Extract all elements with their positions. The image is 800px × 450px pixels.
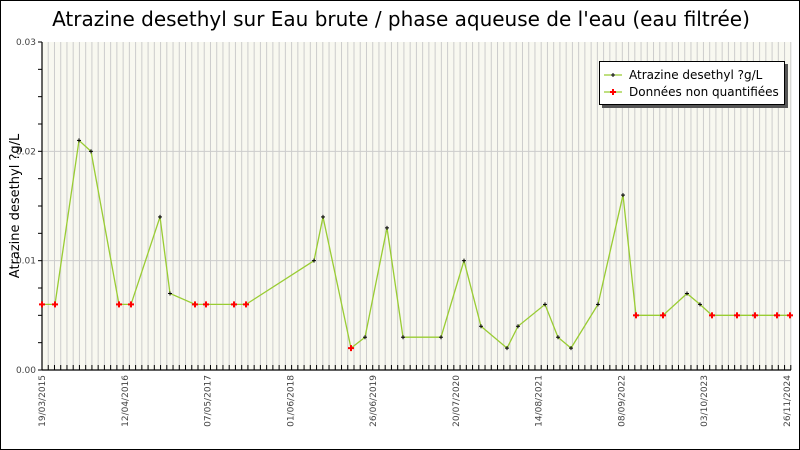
- horizontal-gridlines: [42, 150, 791, 262]
- x-tick-label: 26/11/2024: [783, 375, 793, 427]
- legend-line-marker-icon: [604, 68, 622, 82]
- x-tick-label: 01/06/2018: [286, 375, 296, 427]
- x-tick-label: 20/07/2020: [452, 375, 462, 427]
- x-tick-labels: 19/03/2015 12/04/2016 07/05/2017 01/06/2018…: [38, 375, 793, 427]
- legend-item-nonquant: Données non quantifiées: [604, 83, 779, 101]
- y-axis-label: Atrazine desethyl ?g/L: [8, 133, 23, 278]
- x-tick-label: 19/03/2015: [38, 375, 48, 427]
- legend-item-series: Atrazine desethyl ?g/L: [604, 66, 762, 84]
- legend: Atrazine desethyl ?g/L Données non quant…: [599, 61, 785, 105]
- legend-red-marker-icon: [604, 85, 622, 99]
- y-tick-label: 0.02: [16, 147, 36, 157]
- legend-nonquant-label: Données non quantifiées: [629, 85, 779, 99]
- x-tick-label: 07/05/2017: [204, 375, 214, 427]
- y-tick-label: 0.01: [16, 257, 36, 267]
- axes: [38, 41, 792, 371]
- data-markers: [39, 138, 793, 352]
- x-tick-label: 26/06/2019: [369, 375, 379, 427]
- legend-series-label: Atrazine desethyl ?g/L: [629, 68, 763, 82]
- y-tick-labels: 0.00 0.01 0.02 0.03: [16, 38, 36, 376]
- y-tick-label: 0.00: [16, 366, 36, 376]
- x-tick-label: 14/08/2021: [535, 375, 545, 427]
- y-tick-label: 0.03: [16, 38, 36, 48]
- x-tick-label: 12/04/2016: [121, 375, 131, 427]
- x-tick-label: 03/10/2023: [700, 375, 710, 427]
- chart-title: Atrazine desethyl sur Eau brute / phase …: [52, 7, 750, 31]
- x-tick-label: 08/09/2022: [617, 375, 627, 427]
